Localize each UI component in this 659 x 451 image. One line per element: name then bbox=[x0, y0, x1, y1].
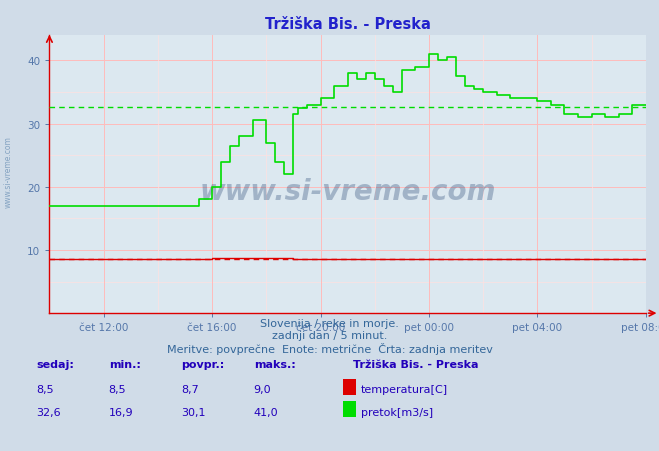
Text: sedaj:: sedaj: bbox=[36, 359, 74, 369]
Text: 8,5: 8,5 bbox=[109, 384, 127, 394]
Text: 9,0: 9,0 bbox=[254, 384, 272, 394]
Text: maks.:: maks.: bbox=[254, 359, 295, 369]
Text: Tržiška Bis. - Preska: Tržiška Bis. - Preska bbox=[353, 359, 478, 369]
Text: 8,5: 8,5 bbox=[36, 384, 54, 394]
Text: 30,1: 30,1 bbox=[181, 407, 206, 417]
Text: Slovenija / reke in morje.: Slovenija / reke in morje. bbox=[260, 318, 399, 328]
Text: pretok[m3/s]: pretok[m3/s] bbox=[361, 407, 433, 417]
Text: zadnji dan / 5 minut.: zadnji dan / 5 minut. bbox=[272, 330, 387, 340]
Title: Tržiška Bis. - Preska: Tržiška Bis. - Preska bbox=[265, 17, 430, 32]
Text: www.si-vreme.com: www.si-vreme.com bbox=[200, 177, 496, 205]
Text: povpr.:: povpr.: bbox=[181, 359, 225, 369]
Text: Meritve: povprečne  Enote: metrične  Črta: zadnja meritev: Meritve: povprečne Enote: metrične Črta:… bbox=[167, 342, 492, 354]
Text: 16,9: 16,9 bbox=[109, 407, 133, 417]
Text: 32,6: 32,6 bbox=[36, 407, 61, 417]
Text: min.:: min.: bbox=[109, 359, 140, 369]
Text: www.si-vreme.com: www.si-vreme.com bbox=[3, 135, 13, 207]
Text: 8,7: 8,7 bbox=[181, 384, 199, 394]
Text: 41,0: 41,0 bbox=[254, 407, 278, 417]
Text: temperatura[C]: temperatura[C] bbox=[361, 384, 448, 394]
